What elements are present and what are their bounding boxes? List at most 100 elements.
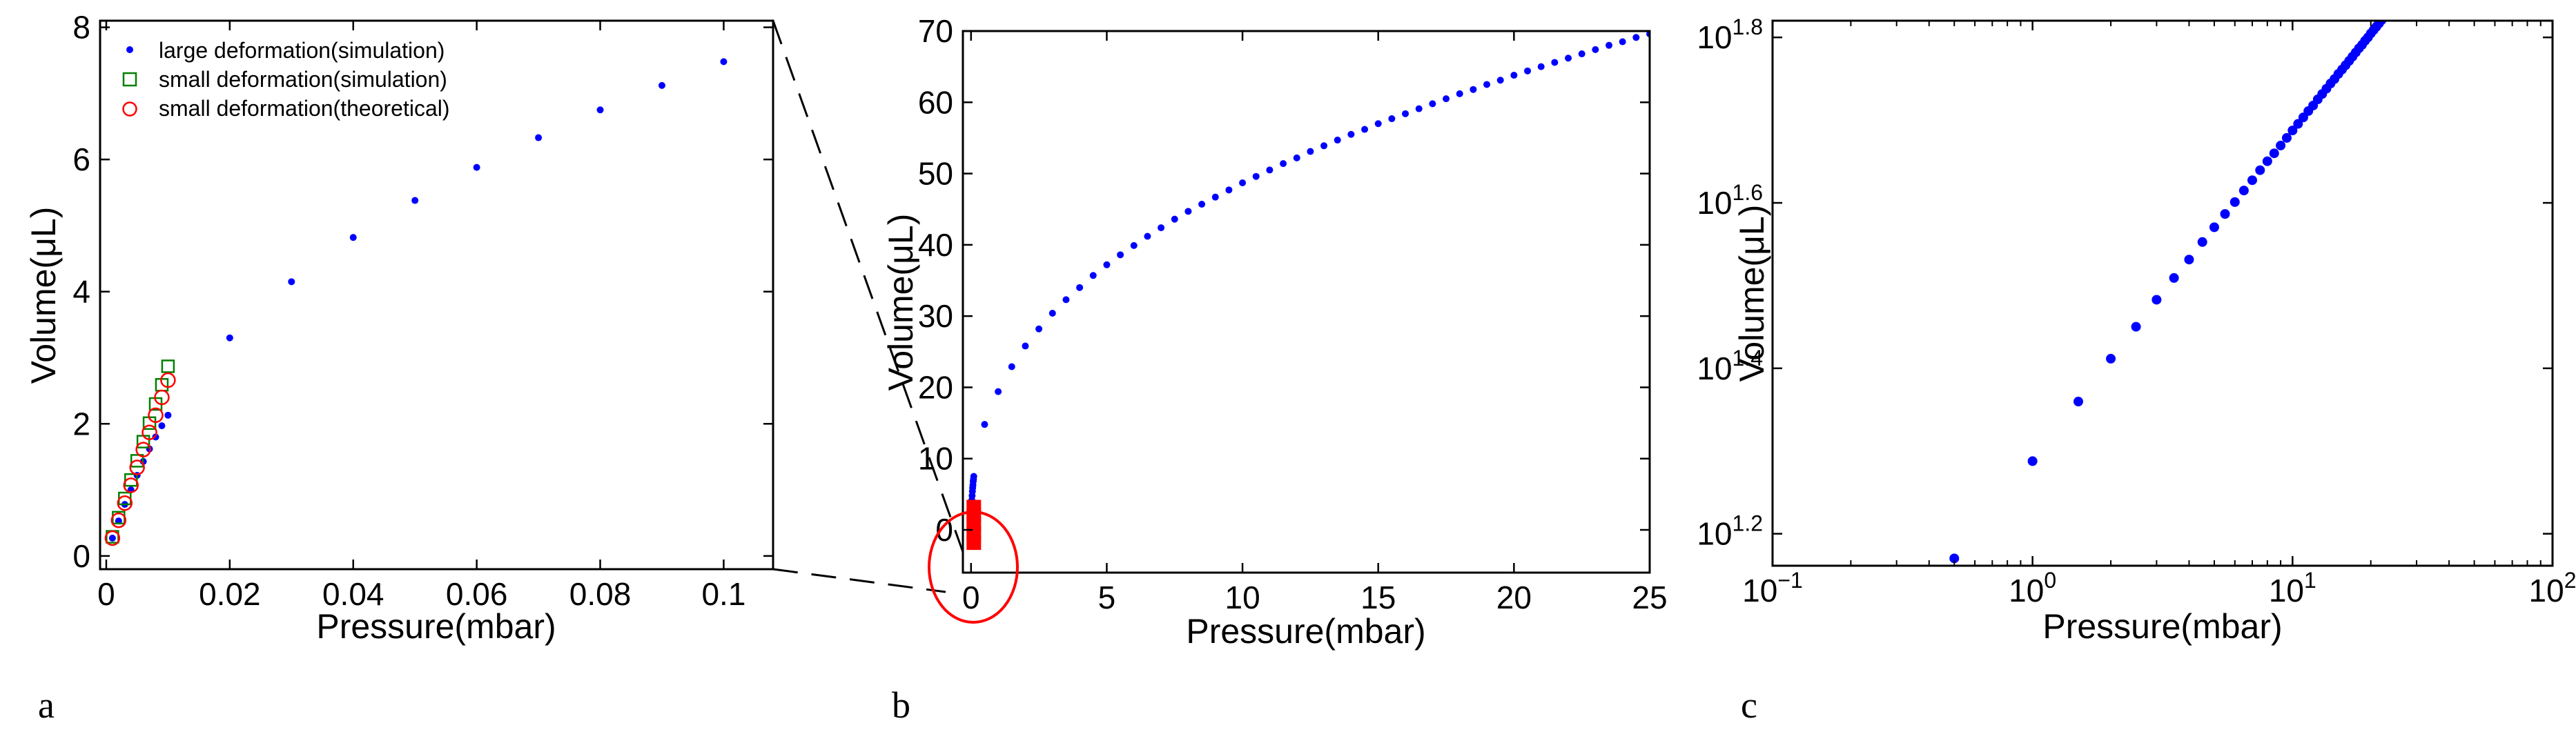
panel-b-point-large-deformation-simulation xyxy=(1524,67,1532,75)
panel-c-point-large-deformation-simulation xyxy=(2197,237,2207,247)
panel-a-point-small-deformation-simulation xyxy=(161,359,175,373)
panel-c-point-large-deformation-simulation xyxy=(2384,6,2394,15)
zoom-connector-top xyxy=(772,20,964,553)
panel-a-point-small-deformation-theoretical xyxy=(142,424,157,440)
panel-a-point-small-deformation-theoretical xyxy=(123,477,139,493)
panel-b-ytick-label: 50 xyxy=(918,156,953,192)
panel-b-point-large-deformation-simulation xyxy=(1510,72,1518,79)
panel-a-point-large-deformation-simulation xyxy=(473,164,480,171)
panel-b-point-large-deformation-simulation xyxy=(1361,126,1369,133)
legend-label-small-deformation-simulation: small deformation(simulation) xyxy=(159,67,447,92)
panel-b-ytick-label: 10 xyxy=(918,441,953,477)
panel-c-point-large-deformation-simulation xyxy=(2027,456,2038,466)
panel-letter-c: c xyxy=(1741,684,1757,726)
panel-b-point-large-deformation-simulation xyxy=(1470,86,1477,93)
panel-c-ytick-label: 101.4 xyxy=(1697,346,1763,386)
panel-b-point-large-deformation-simulation xyxy=(1076,284,1084,291)
panel-letter-b: b xyxy=(892,684,910,726)
panel-b-xtick-label: 0 xyxy=(962,580,980,615)
panel-b-point-large-deformation-simulation xyxy=(1456,90,1463,97)
panel-b-point-large-deformation-simulation xyxy=(1483,81,1491,88)
panel-b-point-large-deformation-simulation xyxy=(1347,130,1355,138)
panel-b-point-large-deformation-simulation xyxy=(1225,186,1233,194)
panel-c-xlabel: Pressure(mbar) xyxy=(2042,607,2282,646)
legend-label-small-deformation-theoretical: small deformation(theoretical) xyxy=(159,96,450,121)
panel-c-point-large-deformation-simulation xyxy=(2169,273,2179,283)
panel-b-point-large-deformation-simulation xyxy=(1171,215,1178,223)
panel-b-point-large-deformation-simulation xyxy=(1130,241,1138,249)
panel-b-point-large-deformation-simulation xyxy=(1551,59,1559,66)
panel-a-ytick-label: 2 xyxy=(72,406,90,442)
panel-b-point-large-deformation-simulation xyxy=(1334,137,1341,144)
panel-a-xtick-label: 0.06 xyxy=(446,576,508,612)
panel-c-ytick-label: 101.2 xyxy=(1697,511,1763,552)
panel-a-ytick-label: 0 xyxy=(72,538,90,574)
panel-a-point-large-deformation-simulation xyxy=(108,534,116,542)
panel-b-ytick-label: 30 xyxy=(918,298,953,334)
panel-a-point-large-deformation-simulation xyxy=(535,134,543,141)
panel-b-point-large-deformation-simulation xyxy=(1388,115,1396,123)
panel-b-point-large-deformation-simulation xyxy=(1578,50,1585,58)
panel-c-point-large-deformation-simulation xyxy=(2391,0,2401,7)
panel-a-point-small-deformation-simulation xyxy=(124,473,138,487)
panel-c-point-large-deformation-simulation xyxy=(2293,119,2303,129)
panel-b-point-large-deformation-simulation xyxy=(1184,208,1192,215)
panel-c-point-large-deformation-simulation xyxy=(2281,132,2292,143)
panel-c-point-large-deformation-simulation xyxy=(2377,21,2387,26)
panel-b-point-large-deformation-simulation xyxy=(1008,363,1015,370)
panel-b-xtick-label: 10 xyxy=(1224,580,1260,615)
panel-b: 0 5 10 15 20 25 0 10 20 30 40 50 60 70 Pressure(mbar)… xyxy=(881,13,1668,726)
panel-c-point-large-deformation-simulation xyxy=(2184,255,2194,265)
legend-label-large-deformation-simulation: large deformation(simulation) xyxy=(159,38,445,63)
panel-c-point-large-deformation-simulation xyxy=(2229,197,2240,207)
panel-b-xtick-label: 20 xyxy=(1496,580,1532,615)
panel-b-ytick-label: 20 xyxy=(918,369,953,405)
panel-b-point-large-deformation-simulation xyxy=(1307,148,1314,155)
panel-a-point-small-deformation-simulation xyxy=(130,454,144,468)
panel-b-point-large-deformation-simulation xyxy=(1252,172,1260,180)
panel-a-point-large-deformation-simulation xyxy=(411,197,419,204)
panel-c-point-large-deformation-simulation xyxy=(2247,175,2257,186)
panel-b-point-large-deformation-simulation xyxy=(1606,41,1613,49)
panel-b-ytick-label: 40 xyxy=(918,227,953,263)
panel-b-point-large-deformation-simulation xyxy=(1415,105,1423,112)
panel-a-point-large-deformation-simulation xyxy=(349,234,357,241)
panel-a-legend: large deformation(simulation) small defo… xyxy=(122,38,450,121)
panel-b-axes xyxy=(962,30,1651,574)
panel-b-point-small-deformation-simulation xyxy=(966,499,982,515)
panel-a-point-large-deformation-simulation xyxy=(720,58,728,66)
panel-b-xtick-label: 5 xyxy=(1098,580,1116,615)
panel-a-point-large-deformation-simulation xyxy=(164,411,172,419)
legend-marker-small-deformation-theoretical xyxy=(122,101,137,117)
panel-b-point-large-deformation-simulation xyxy=(1048,310,1056,317)
panel-a: 0 0.02 0.04 0.06 0.08 0.1 0 2 4 6 8 large deformat… xyxy=(24,10,774,726)
panel-a-point-large-deformation-simulation xyxy=(226,334,233,342)
panel-b-point-large-deformation-simulation xyxy=(1429,100,1436,108)
panel-b-point-large-deformation-simulation xyxy=(1280,160,1287,168)
panel-c-point-large-deformation-simulation xyxy=(2238,186,2249,196)
panel-b-point-large-deformation-simulation xyxy=(1374,120,1382,128)
panel-a-point-large-deformation-simulation xyxy=(288,278,295,286)
legend-marker-small-deformation-simulation xyxy=(122,72,137,87)
panel-b-point-large-deformation-simulation xyxy=(1198,200,1206,208)
panel-c-xtick-label: 101 xyxy=(2269,568,2316,609)
panel-a-point-small-deformation-theoretical xyxy=(160,372,176,388)
panel-b-point-large-deformation-simulation xyxy=(1117,251,1124,259)
panel-a-point-small-deformation-simulation xyxy=(136,435,150,448)
panel-a-ytick-label: 4 xyxy=(72,274,90,310)
panel-b-point-large-deformation-simulation xyxy=(1022,342,1029,350)
panel-b-point-large-deformation-simulation xyxy=(1062,296,1070,304)
panel-a-xlabel: Pressure(mbar) xyxy=(316,607,556,646)
panel-c-point-large-deformation-simulation xyxy=(2269,148,2279,159)
panel-a-xtick-label: 0 xyxy=(97,576,115,612)
zoom-highlight-ellipse xyxy=(928,511,1019,624)
panel-a-point-small-deformation-theoretical xyxy=(135,442,151,457)
panel-b-xlabel: Pressure(mbar) xyxy=(1186,612,1425,651)
panel-b-point-large-deformation-simulation xyxy=(1035,325,1043,333)
panel-a-axes xyxy=(99,19,774,571)
panel-b-point-large-deformation-simulation xyxy=(1266,166,1274,174)
panel-c-point-large-deformation-simulation xyxy=(2287,126,2298,136)
panel-b-point-large-deformation-simulation xyxy=(1211,193,1219,201)
panel-c-point-large-deformation-simulation xyxy=(2209,222,2219,233)
